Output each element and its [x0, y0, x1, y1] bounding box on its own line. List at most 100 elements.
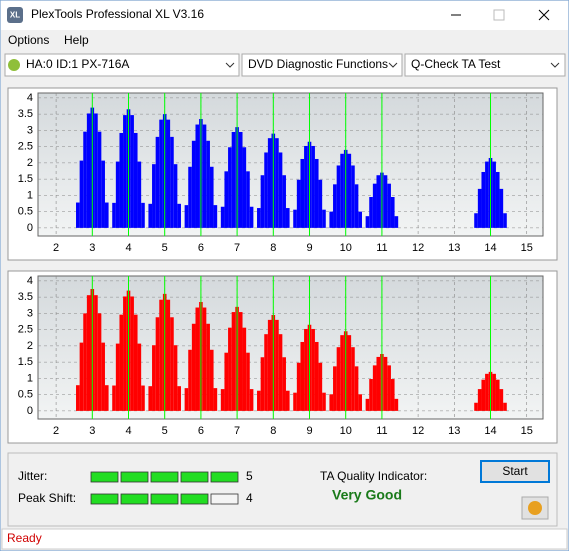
bar — [300, 341, 305, 411]
bar — [249, 389, 254, 411]
bar — [285, 390, 290, 411]
x-tick-label: 12 — [412, 242, 424, 254]
bar — [474, 402, 478, 411]
bar — [340, 153, 344, 228]
bar — [336, 165, 341, 228]
bar — [202, 307, 207, 411]
bar — [358, 394, 362, 411]
meter-box — [210, 471, 239, 483]
bar — [188, 166, 192, 228]
bar — [159, 299, 163, 411]
bar — [130, 115, 134, 228]
x-tick-label: 2 — [53, 242, 59, 254]
bar — [296, 179, 301, 228]
bar — [209, 166, 214, 228]
y-tick-label: 2 — [27, 340, 33, 352]
y-tick-label: 2 — [27, 157, 33, 169]
bar — [94, 295, 98, 411]
x-tick-label: 9 — [306, 242, 312, 254]
meter-box — [120, 493, 149, 505]
bar — [260, 357, 265, 411]
bar — [112, 385, 116, 411]
bar — [318, 362, 323, 411]
bar — [238, 132, 243, 228]
start-button[interactable] — [480, 460, 550, 483]
bar — [206, 140, 210, 228]
bar — [267, 319, 272, 411]
bar — [246, 171, 250, 228]
bar — [485, 161, 489, 228]
bar — [76, 385, 80, 411]
drive-icon — [8, 59, 20, 71]
bar — [228, 327, 232, 411]
meter-box — [210, 493, 239, 505]
bar — [119, 132, 124, 228]
bar — [137, 343, 142, 411]
start-text: Start — [502, 464, 528, 478]
bar — [376, 356, 381, 411]
menu-options[interactable]: Options — [8, 33, 49, 47]
bar — [495, 171, 500, 228]
bar — [97, 313, 102, 411]
x-tick-label: 3 — [89, 242, 95, 254]
bar — [170, 317, 174, 411]
maximize-button[interactable] — [493, 9, 505, 21]
title-bar — [1, 1, 568, 30]
bar — [213, 388, 218, 411]
bar — [228, 147, 232, 228]
bar — [188, 349, 192, 411]
bar — [354, 184, 359, 228]
test-select[interactable] — [404, 53, 566, 77]
x-tick-label: 3 — [89, 425, 95, 437]
bar — [387, 365, 391, 411]
x-tick-label: 12 — [412, 425, 424, 437]
bar — [86, 295, 91, 411]
bar — [390, 197, 395, 228]
bar — [152, 345, 156, 411]
bar — [387, 183, 391, 228]
menu-help[interactable]: Help — [64, 33, 89, 47]
bar — [170, 136, 174, 228]
x-tick-label: 7 — [234, 242, 240, 254]
y-tick-label: 0.5 — [18, 206, 33, 218]
bar — [76, 202, 80, 228]
x-tick-label: 11 — [376, 425, 387, 437]
bar — [492, 373, 496, 411]
bar — [275, 138, 279, 228]
bar — [314, 341, 319, 411]
bar — [495, 379, 500, 411]
status-text: Ready — [7, 531, 42, 545]
bar — [485, 373, 489, 411]
bar — [329, 211, 334, 228]
bar — [358, 211, 362, 228]
x-tick-label: 13 — [448, 242, 460, 254]
bar — [119, 314, 124, 411]
bar — [257, 208, 261, 228]
bar — [249, 206, 254, 228]
bar — [264, 334, 268, 411]
dropdown-arrow — [388, 62, 398, 68]
bar — [123, 296, 127, 411]
quality-label: TA Quality Indicator: — [320, 469, 427, 483]
function-text: DVD Diagnostic Functions — [248, 57, 388, 71]
bar — [257, 390, 261, 411]
bar — [304, 145, 308, 228]
y-tick-label: 1 — [27, 189, 33, 201]
function-select[interactable] — [241, 53, 403, 77]
bar — [86, 113, 91, 228]
info-icon — [528, 501, 542, 515]
bar — [166, 119, 171, 228]
close-button[interactable] — [538, 9, 550, 21]
results-panel — [7, 452, 558, 527]
bar — [104, 202, 109, 228]
icon-text: XL — [10, 11, 20, 20]
bar — [173, 164, 178, 228]
drive-select[interactable] — [4, 53, 240, 77]
x-tick-label: 11 — [376, 242, 387, 254]
bar — [311, 145, 315, 228]
bar — [130, 296, 134, 411]
bar — [282, 357, 286, 411]
drive-text: HA:0 ID:1 PX-716A — [26, 57, 129, 71]
bar — [220, 389, 225, 411]
